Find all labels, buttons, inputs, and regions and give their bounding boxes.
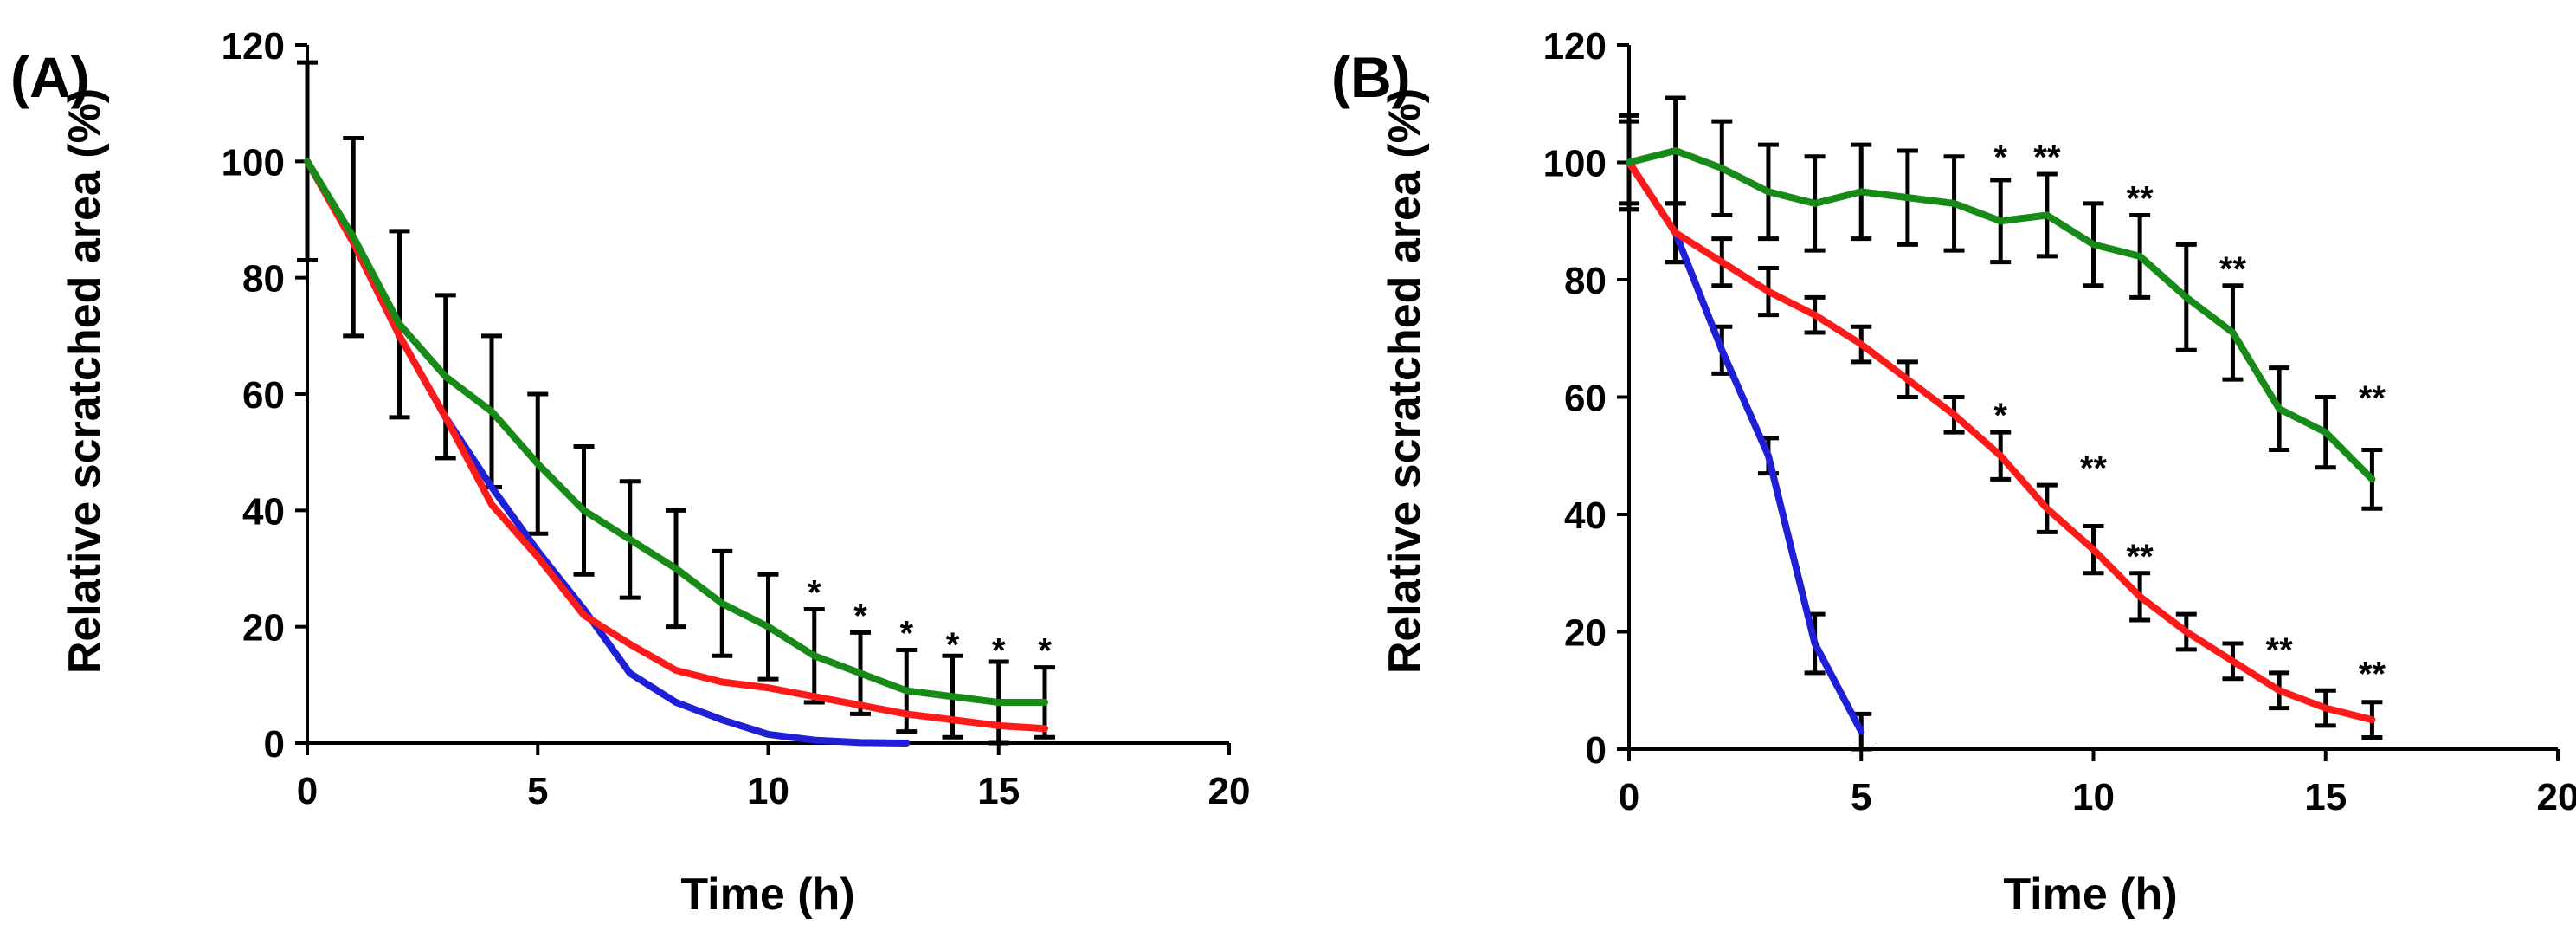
x-tick-label-a: 15 bbox=[977, 770, 1020, 812]
panel-b: (B) Relative scratched area (%) Time (h)… bbox=[1331, 25, 2576, 920]
y-tick-label-b: 0 bbox=[1586, 729, 1607, 772]
x-tick-label-b: 10 bbox=[2072, 776, 2115, 818]
significance-star: ** bbox=[2080, 449, 2108, 488]
series-line-green bbox=[1626, 146, 2376, 483]
y-tick-label-a: 60 bbox=[242, 374, 285, 417]
y-tick-label-b: 120 bbox=[1543, 25, 1607, 68]
y-tick-label-a: 40 bbox=[242, 490, 285, 533]
y-tick-label-b: 100 bbox=[1543, 143, 1607, 185]
x-tick-label-b: 5 bbox=[1851, 776, 1871, 818]
series-line-red bbox=[304, 158, 1048, 733]
y-tick-label-b: 40 bbox=[1564, 495, 1607, 537]
significance-star: ** bbox=[2127, 538, 2154, 576]
significance-star: ** bbox=[2359, 655, 2386, 693]
significance-star: * bbox=[1993, 397, 2007, 435]
x-axis-title-a: Time (h) bbox=[680, 870, 854, 920]
significance-star: * bbox=[1993, 139, 2007, 177]
y-axis-title-b: Relative scratched area (%) bbox=[1380, 88, 1430, 674]
x-tick-label-b: 15 bbox=[2304, 776, 2347, 818]
y-tick-label-a: 120 bbox=[222, 25, 285, 68]
significance-star: * bbox=[899, 615, 913, 653]
y-tick-label-a: 20 bbox=[242, 607, 285, 650]
significance-star: ** bbox=[2266, 631, 2294, 669]
x-tick-label-a: 20 bbox=[1208, 770, 1251, 812]
series-line-red bbox=[1626, 158, 2376, 724]
y-tick-label-a: 80 bbox=[242, 258, 285, 301]
x-tick-label-b: 0 bbox=[1619, 776, 1639, 818]
significance-star: ** bbox=[2359, 379, 2386, 417]
y-tick-label-a: 100 bbox=[222, 141, 285, 184]
series-line-blue bbox=[1626, 158, 1865, 735]
significance-star: * bbox=[992, 632, 1006, 670]
significance-star: ** bbox=[2033, 139, 2061, 177]
y-tick-label-b: 20 bbox=[1564, 612, 1607, 655]
panel-a: (A) Relative scratched area (%) Time (h)… bbox=[10, 25, 1250, 920]
panel-label-b: (B) bbox=[1331, 45, 1411, 109]
significance-star: ** bbox=[2127, 179, 2154, 217]
significance-star: * bbox=[808, 574, 821, 612]
x-axis-title-b: Time (h) bbox=[2003, 870, 2177, 920]
panel-label-a: (A) bbox=[10, 45, 90, 109]
y-tick-label-a: 0 bbox=[264, 723, 285, 766]
series-line-green bbox=[304, 158, 1048, 706]
y-axis-title-a: Relative scratched area (%) bbox=[60, 88, 110, 674]
x-tick-label-a: 0 bbox=[297, 770, 318, 812]
significance-star: * bbox=[853, 597, 867, 635]
significance-star: * bbox=[1038, 632, 1052, 670]
significance-star: ** bbox=[2219, 250, 2247, 288]
x-tick-label-a: 5 bbox=[527, 770, 548, 812]
x-tick-label-a: 10 bbox=[747, 770, 789, 812]
y-tick-label-b: 80 bbox=[1564, 260, 1607, 302]
significance-star: * bbox=[946, 626, 960, 664]
y-tick-label-b: 60 bbox=[1564, 378, 1607, 420]
x-tick-label-b: 20 bbox=[2537, 776, 2576, 818]
